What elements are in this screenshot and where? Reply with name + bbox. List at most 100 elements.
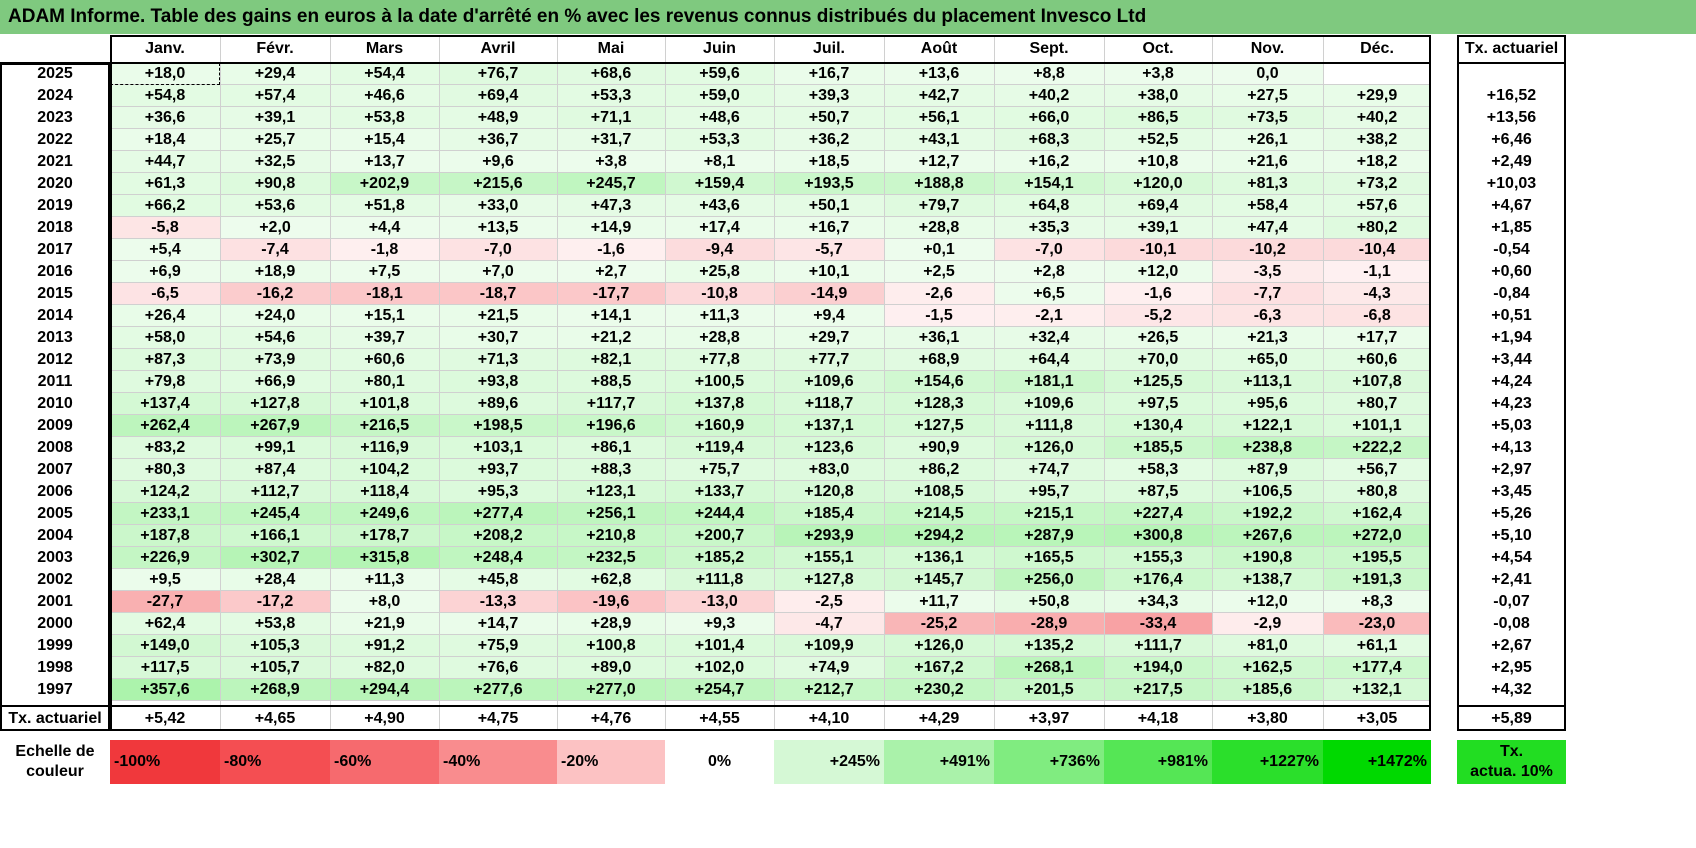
year-label: 2019 xyxy=(37,197,73,214)
table-cell: +9,6 xyxy=(439,151,557,173)
table-cell: +11,3 xyxy=(665,305,774,327)
table-cell: +21,9 xyxy=(330,613,439,635)
table-cell: +87,3 xyxy=(110,349,220,371)
table-cell: +185,5 xyxy=(1104,437,1212,459)
table-cell: +127,8 xyxy=(774,569,884,591)
year-label: 2025 xyxy=(37,65,73,82)
year-column-border xyxy=(0,63,110,731)
table-cell: +79,7 xyxy=(884,195,994,217)
row-divider xyxy=(110,128,1431,129)
table-cell: +162,5 xyxy=(1212,657,1323,679)
table-cell: +18,5 xyxy=(774,151,884,173)
rate-10-line: actua. 10% xyxy=(1470,763,1553,780)
row-divider xyxy=(110,502,1431,503)
table-cell: +188,8 xyxy=(884,173,994,195)
rate-cell: +16,52 xyxy=(1486,87,1537,104)
table-cell: -4,7 xyxy=(774,613,884,635)
table-cell: +127,5 xyxy=(884,415,994,437)
table-cell: +108,5 xyxy=(884,481,994,503)
table-cell: -13,0 xyxy=(665,591,774,613)
footer-rate: +5,89 xyxy=(1491,709,1532,727)
year-label: 2013 xyxy=(37,329,73,346)
table-cell: +93,7 xyxy=(439,459,557,481)
rate-cell: +2,49 xyxy=(1491,153,1532,170)
table-cell: +133,7 xyxy=(665,481,774,503)
table-cell: +43,6 xyxy=(665,195,774,217)
month-header: Déc. xyxy=(1360,40,1394,57)
table-cell: +185,6 xyxy=(1212,679,1323,701)
table-cell: +25,8 xyxy=(665,261,774,283)
table-cell: +7,5 xyxy=(330,261,439,283)
month-header: Oct. xyxy=(1142,40,1174,57)
table-cell: +28,8 xyxy=(665,327,774,349)
table-cell: +66,0 xyxy=(994,107,1104,129)
table-cell: +315,8 xyxy=(330,547,439,569)
table-cell: +149,0 xyxy=(110,635,220,657)
table-cell: +11,7 xyxy=(884,591,994,613)
table-cell: +245,4 xyxy=(220,503,330,525)
table-cell: +117,7 xyxy=(557,393,665,415)
footer-cell: +3,97 xyxy=(1028,709,1070,727)
row-divider xyxy=(110,304,1431,305)
table-cell: +59,6 xyxy=(665,63,774,85)
table-cell: +76,6 xyxy=(439,657,557,679)
table-cell: -1,8 xyxy=(330,239,439,261)
table-cell: -28,9 xyxy=(994,613,1104,635)
table-cell: +109,6 xyxy=(774,371,884,393)
table-cell: +6,5 xyxy=(994,283,1104,305)
table-cell: +222,2 xyxy=(1323,437,1431,459)
table-cell: -17,7 xyxy=(557,283,665,305)
table-cell: +86,2 xyxy=(884,459,994,481)
table-cell: +32,5 xyxy=(220,151,330,173)
table-cell: -7,0 xyxy=(439,239,557,261)
row-divider xyxy=(110,216,1431,217)
rate-cell: +0,60 xyxy=(1491,263,1532,280)
year-label: 1998 xyxy=(37,659,73,676)
table-cell: +8,3 xyxy=(1323,591,1431,613)
footer-cell: +4,75 xyxy=(477,709,519,727)
table-cell: -1,1 xyxy=(1323,261,1431,283)
table-cell: +130,4 xyxy=(1104,415,1212,437)
month-header: Avril xyxy=(480,40,516,57)
column-divider xyxy=(439,35,440,731)
table-cell: +50,8 xyxy=(994,591,1104,613)
table-cell: +185,2 xyxy=(665,547,774,569)
active-cell-marker[interactable] xyxy=(110,63,220,85)
table-cell: +26,1 xyxy=(1212,129,1323,151)
table-cell: +75,9 xyxy=(439,635,557,657)
rate-cell: +4,23 xyxy=(1491,395,1532,412)
table-cell: +31,7 xyxy=(557,129,665,151)
column-divider xyxy=(1104,35,1105,731)
year-label: 2002 xyxy=(37,571,73,588)
table-cell: +210,8 xyxy=(557,525,665,547)
table-cell: +56,7 xyxy=(1323,459,1431,481)
table-cell: +36,2 xyxy=(774,129,884,151)
table-cell: +9,4 xyxy=(774,305,884,327)
table-cell: +54,4 xyxy=(330,63,439,85)
table-cell: +80,7 xyxy=(1323,393,1431,415)
rate-cell: +4,13 xyxy=(1491,439,1532,456)
footer-cell: +5,42 xyxy=(144,709,186,727)
table-cell: +89,6 xyxy=(439,393,557,415)
table-cell: +13,5 xyxy=(439,217,557,239)
table-cell: +109,9 xyxy=(774,635,884,657)
table-cell: +54,6 xyxy=(220,327,330,349)
legend-swatch: 0% xyxy=(665,740,774,784)
table-cell: +80,1 xyxy=(330,371,439,393)
table-cell: +71,1 xyxy=(557,107,665,129)
table-cell: +155,1 xyxy=(774,547,884,569)
table-cell: -18,1 xyxy=(330,283,439,305)
table-cell: +190,8 xyxy=(1212,547,1323,569)
table-cell: +47,4 xyxy=(1212,217,1323,239)
table-cell: +230,2 xyxy=(884,679,994,701)
table-cell: +58,3 xyxy=(1104,459,1212,481)
table-cell: +6,9 xyxy=(110,261,220,283)
table-cell: +104,2 xyxy=(330,459,439,481)
table-cell: +61,3 xyxy=(110,173,220,195)
table-cell: +119,4 xyxy=(665,437,774,459)
table-cell: +34,3 xyxy=(1104,591,1212,613)
table-cell: +202,9 xyxy=(330,173,439,195)
table-cell: +77,8 xyxy=(665,349,774,371)
year-label: 2012 xyxy=(37,351,73,368)
table-cell: +56,1 xyxy=(884,107,994,129)
